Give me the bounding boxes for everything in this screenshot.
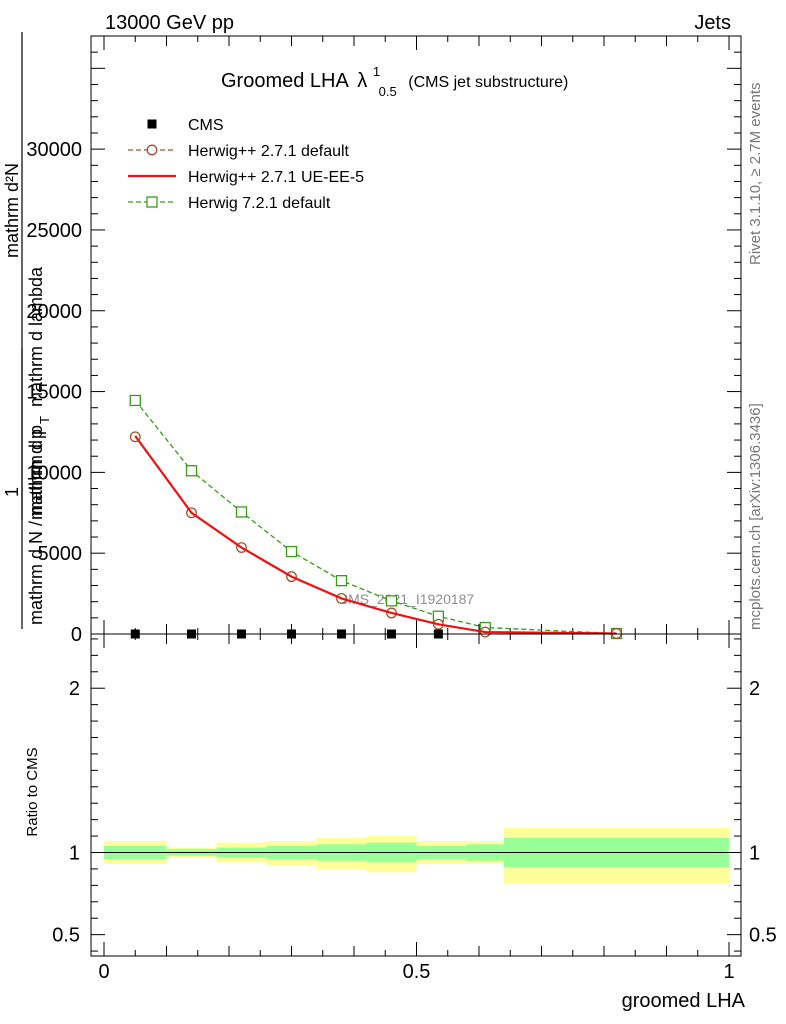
title-suffix: (CMS jet substructure) [408,74,568,91]
ratio-y-tick-label-left: 0.5 [52,925,80,947]
main-y-tick-label: 25000 [26,220,82,242]
chart-title: Groomed LHA λ 1 0.5 (CMS jet substructur… [221,59,568,101]
ratio-y-tick-label-left: 2 [69,678,80,700]
ratio-ticks [91,634,741,956]
ratio-y-tick-label-right: 0.5 [749,925,777,947]
x-tick-label: 0 [98,961,109,983]
y-label-denominator: mathrm d p T mathrm d lambda [26,266,53,520]
series-2 [134,435,617,635]
ratio-y-tick-label-right: 1 [749,843,760,865]
ratio-y-label: Ratio to CMS [24,747,41,836]
series-point [129,394,141,407]
x-tick-labels: 0 0.5 1 [98,961,734,983]
ratio-y-tick-labels: 0.5 0.5 1 1 2 2 [52,678,777,946]
main-y-tick-label: 5000 [38,543,83,565]
main-y-tick-labels: 0 5000 10000 15000 20000 25000 30000 [26,139,82,646]
legend-entry: Herwig++ 2.7.1 default [128,143,350,160]
main-y-tick-label: 30000 [26,139,82,161]
ratio-y-tick-label-right: 2 [749,678,760,700]
mcplots-label: mcplots.cern.ch [arXiv:1306.3436] [747,403,764,630]
main-y-tick-label: 15000 [26,382,82,404]
title-symbol: λ [357,70,367,92]
legend-label: Herwig 7.2.1 default [188,195,331,212]
x-tick-label: 0.5 [403,961,431,983]
x-tick-label: 1 [723,961,734,983]
legend-marker [146,144,158,156]
main-y-tick-label: 20000 [26,301,82,323]
legend-label: Herwig++ 2.7.1 UE-EE-5 [188,169,364,186]
main-y-tick-label: 10000 [26,462,82,484]
series-point [335,575,348,587]
series-point [385,595,398,607]
title-main: Groomed LHA [221,70,349,92]
ratio-y-tick-label-left: 1 [69,843,80,865]
legend-label: CMS [188,117,224,134]
series-point [285,545,298,558]
ratio-bands [104,827,729,884]
ratio-panel: 0.5 0.51 12 2 0 0.5 1 Ratio to CMS groomed LH… [24,633,777,1012]
legend: CMS Herwig++ 2.7.1 default Herwig++ 2.7.1 … [128,117,364,212]
legend-marker [147,119,157,129]
header-left: 13000 GeV pp [105,12,234,34]
y-label-left-fraction: mathrm d N / mathrm d p [26,425,46,625]
legend-entry: CMS [147,117,224,134]
watermark: CMS_2021_I1920187 [338,591,474,607]
header-right: Jets [694,12,731,34]
legend-marker [146,196,158,208]
series-point [185,465,198,477]
legend-label: Herwig++ 2.7.1 default [188,143,350,160]
main-panel: 0 5000 10000 15000 20000 25000 30000 Groomed L… [2,32,742,646]
title-sup: 1 [373,64,380,79]
legend-entry: Herwig 7.2.1 default [128,195,331,212]
title-sub: 0.5 [379,84,397,99]
main-y-label: mathrm d N / mathrm d p 1 mathrm d²N mat… [2,32,53,629]
y-label-one: 1 [2,487,22,497]
main-y-tick-label: 0 [71,624,82,646]
series-point [235,506,248,518]
series-line [134,435,617,635]
main-ticks [91,35,741,635]
rivet-label: Rivet 3.1.10, ≥ 2.7M events [747,83,764,266]
y-label-numerator: mathrm d²N [2,163,22,258]
legend-entry: Herwig++ 2.7.1 UE-EE-5 [128,169,364,186]
x-axis-label: groomed LHA [622,990,746,1012]
ratio-frame [90,633,742,957]
